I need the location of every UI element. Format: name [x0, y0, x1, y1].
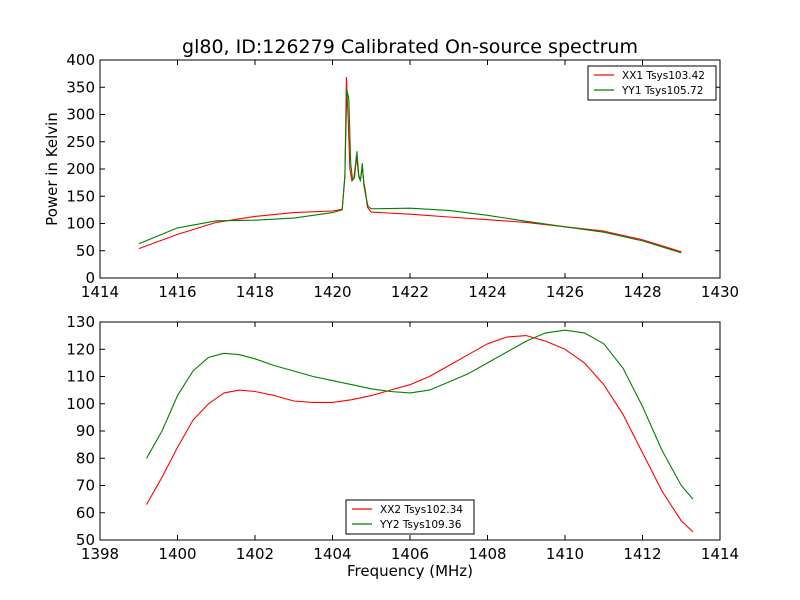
y-tick-label: 200 [66, 160, 95, 178]
x-axis-label: Frequency (MHz) [347, 562, 473, 580]
x-tick-label: 1402 [236, 545, 274, 563]
x-tick-label: 1416 [158, 283, 196, 301]
x-tick-label: 1406 [391, 545, 429, 563]
y-tick-label: 110 [66, 368, 95, 386]
y-tick-label: 250 [66, 133, 95, 151]
x-tick-label: 1428 [623, 283, 661, 301]
y-tick-label: 400 [66, 51, 95, 69]
x-tick-label: 1398 [81, 545, 119, 563]
legend-entry: YY2 Tsys109.36 [379, 519, 462, 531]
y-tick-label: 50 [76, 531, 95, 549]
y-tick-label: 0 [85, 269, 95, 287]
legend: XX2 Tsys102.34 YY2 Tsys109.36 [345, 499, 475, 535]
y-tick-label: 350 [66, 78, 95, 96]
x-tick-label: 1424 [468, 283, 506, 301]
x-tick-label: 1422 [391, 283, 429, 301]
x-tick-label: 1414 [701, 545, 739, 563]
x-tick-label: 1418 [236, 283, 274, 301]
y-tick-label: 90 [76, 422, 95, 440]
x-tick-label: 1408 [468, 545, 506, 563]
legend-entry: YY1 Tsys105.72 [621, 85, 703, 97]
y-tick-label: 80 [76, 449, 95, 467]
legend: XX1 Tsys103.42 YY1 Tsys105.72 [587, 65, 717, 101]
y-tick-label: 130 [66, 313, 95, 331]
y-axis-label: Power in Kelvin [43, 112, 61, 226]
legend-entry: XX1 Tsys103.42 [622, 70, 705, 82]
x-tick-label: 1414 [81, 283, 119, 301]
x-tick-label: 1400 [158, 545, 196, 563]
y-tick-label: 50 [76, 242, 95, 260]
y-tick-label: 60 [76, 504, 95, 522]
x-tick-label: 1410 [546, 545, 584, 563]
y-tick-label: 120 [66, 340, 95, 358]
y-tick-label: 150 [66, 187, 95, 205]
x-tick-label: 1404 [313, 545, 351, 563]
x-tick-label: 1430 [701, 283, 739, 301]
y-tick-label: 100 [66, 395, 95, 413]
series-line-2 [138, 89, 682, 254]
chart-title: gl80, ID:126279 Calibrated On-source spe… [182, 36, 638, 58]
series-line-2 [146, 329, 694, 500]
y-tick-label: 100 [66, 215, 95, 233]
bottom-spectrum-panel: 1398 1400 1402 1404 1406 1408 1410 1412 1414 50 60… [66, 313, 739, 580]
y-tick-label: 300 [66, 106, 95, 124]
legend-entry: XX2 Tsys102.34 [380, 504, 463, 516]
x-tick-label: 1420 [313, 283, 351, 301]
series-line-1 [146, 335, 694, 533]
y-tick-label: 70 [76, 477, 95, 495]
x-tick-label: 1426 [546, 283, 584, 301]
top-spectrum-panel: 1414 1416 1418 1420 1422 1424 1426 1428 1430 0 50 1… [43, 51, 739, 301]
series-line-1 [138, 76, 682, 253]
x-tick-label: 1412 [623, 545, 661, 563]
